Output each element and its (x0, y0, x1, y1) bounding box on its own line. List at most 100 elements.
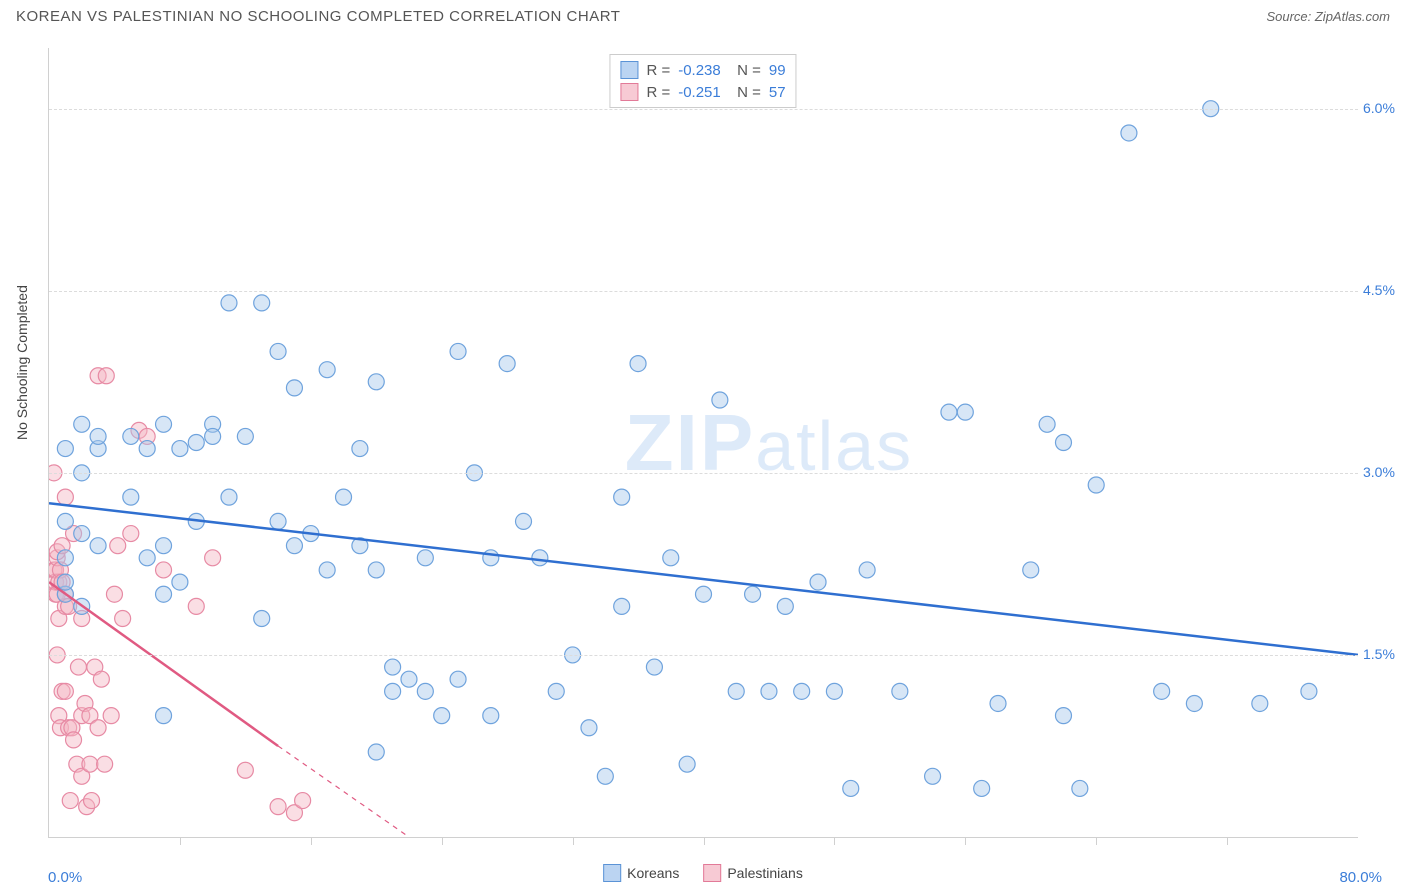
data-point (1186, 695, 1202, 711)
data-point (66, 732, 82, 748)
corr-row-koreans: R = -0.238 N = 99 (620, 59, 785, 81)
data-point (663, 550, 679, 566)
data-point (990, 695, 1006, 711)
gridline (49, 109, 1358, 110)
data-point (483, 550, 499, 566)
y-tick-label: 1.5% (1363, 646, 1406, 662)
data-point (581, 720, 597, 736)
data-point (270, 513, 286, 529)
data-point (826, 683, 842, 699)
legend-item-koreans: Koreans (603, 864, 679, 882)
data-point (254, 611, 270, 627)
data-point (974, 780, 990, 796)
data-point (761, 683, 777, 699)
data-point (123, 489, 139, 505)
data-point (1039, 416, 1055, 432)
data-point (221, 489, 237, 505)
data-point (270, 799, 286, 815)
x-tick (834, 837, 835, 845)
data-point (1121, 125, 1137, 141)
corr-r-label: R = (646, 84, 670, 101)
data-point (90, 720, 106, 736)
data-point (106, 586, 122, 602)
data-point (597, 768, 613, 784)
data-point (679, 756, 695, 772)
corr-r-label: R = (646, 62, 670, 79)
data-point (1301, 683, 1317, 699)
data-point (205, 550, 221, 566)
corr-n-palestinians: 57 (769, 84, 786, 101)
corr-n-koreans: 99 (769, 62, 786, 79)
x-tick (311, 837, 312, 845)
data-point (368, 374, 384, 390)
data-point (548, 683, 564, 699)
gridline (49, 291, 1358, 292)
data-point (368, 744, 384, 760)
y-tick-label: 6.0% (1363, 100, 1406, 116)
data-point (1072, 780, 1088, 796)
x-tick (1227, 837, 1228, 845)
data-point (205, 428, 221, 444)
x-min-label: 0.0% (48, 869, 82, 886)
data-point (1055, 708, 1071, 724)
legend-item-palestinians: Palestinians (703, 864, 803, 882)
data-point (483, 708, 499, 724)
data-point (859, 562, 875, 578)
data-point (295, 793, 311, 809)
gridline (49, 473, 1358, 474)
data-point (1023, 562, 1039, 578)
scatter-svg (49, 48, 1358, 837)
data-point (1252, 695, 1268, 711)
swatch-blue-icon (603, 864, 621, 882)
data-point (57, 550, 73, 566)
data-point (156, 538, 172, 554)
y-tick-label: 3.0% (1363, 464, 1406, 480)
data-point (74, 526, 90, 542)
x-tick (704, 837, 705, 845)
data-point (97, 756, 113, 772)
data-point (139, 550, 155, 566)
data-point (84, 793, 100, 809)
data-point (172, 574, 188, 590)
data-point (115, 611, 131, 627)
data-point (728, 683, 744, 699)
data-point (82, 756, 98, 772)
data-point (188, 435, 204, 451)
data-point (286, 538, 302, 554)
data-point (1154, 683, 1170, 699)
corr-n-label: N = (729, 62, 761, 79)
data-point (57, 489, 73, 505)
corr-r-palestinians: -0.251 (678, 84, 721, 101)
data-point (434, 708, 450, 724)
data-point (156, 586, 172, 602)
data-point (237, 428, 253, 444)
plot-area: ZIPatlas 1.5%3.0%4.5%6.0% (48, 48, 1358, 838)
data-point (810, 574, 826, 590)
data-point (319, 562, 335, 578)
legend-label-palestinians: Palestinians (727, 865, 803, 881)
data-point (139, 441, 155, 457)
data-point (417, 683, 433, 699)
data-point (614, 598, 630, 614)
data-point (777, 598, 793, 614)
data-point (925, 768, 941, 784)
data-point (892, 683, 908, 699)
corr-n-label: N = (729, 84, 761, 101)
data-point (401, 671, 417, 687)
data-point (188, 598, 204, 614)
data-point (646, 659, 662, 675)
data-point (57, 441, 73, 457)
data-point (62, 793, 78, 809)
data-point (1055, 435, 1071, 451)
data-point (614, 489, 630, 505)
data-point (843, 780, 859, 796)
data-point (696, 586, 712, 602)
data-point (516, 513, 532, 529)
data-point (417, 550, 433, 566)
data-point (794, 683, 810, 699)
data-point (532, 550, 548, 566)
legend-label-koreans: Koreans (627, 865, 679, 881)
corr-r-koreans: -0.238 (678, 62, 721, 79)
data-point (123, 428, 139, 444)
data-point (368, 562, 384, 578)
